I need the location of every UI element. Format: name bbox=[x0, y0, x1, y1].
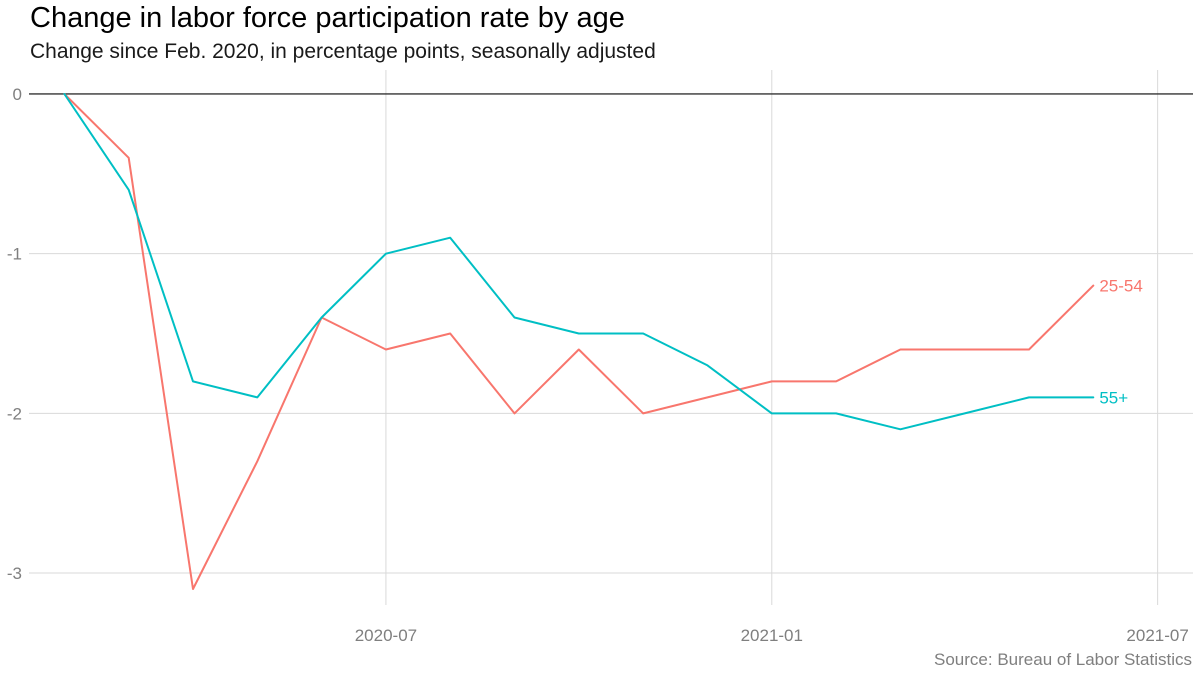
grid-lines bbox=[29, 70, 1193, 605]
chart-title: Change in labor force participation rate… bbox=[30, 2, 625, 34]
chart-subtitle: Change since Feb. 2020, in percentage po… bbox=[30, 40, 656, 63]
source-caption: Source: Bureau of Labor Statistics bbox=[934, 650, 1192, 669]
series-lines bbox=[63, 93, 1095, 590]
series-labels: 25-54 55+ bbox=[1099, 277, 1142, 408]
series-line bbox=[63, 93, 1095, 590]
x-tick-label: 2021-07 bbox=[1126, 626, 1188, 645]
y-tick-label: -3 bbox=[7, 564, 22, 583]
y-tick-label: -2 bbox=[7, 404, 22, 423]
series-end-label: 55+ bbox=[1099, 388, 1128, 407]
series-end-label: 25-54 bbox=[1099, 277, 1142, 296]
x-tick-label: 2021-01 bbox=[741, 626, 803, 645]
x-tick-label: 2020-07 bbox=[355, 626, 417, 645]
series-line bbox=[63, 93, 1095, 431]
y-tick-label: -1 bbox=[7, 245, 22, 264]
y-tick-label: 0 bbox=[13, 85, 22, 104]
tick-labels: 0 -1 -2 -3 2020-07 2021-01 2021-07 bbox=[7, 85, 1189, 645]
